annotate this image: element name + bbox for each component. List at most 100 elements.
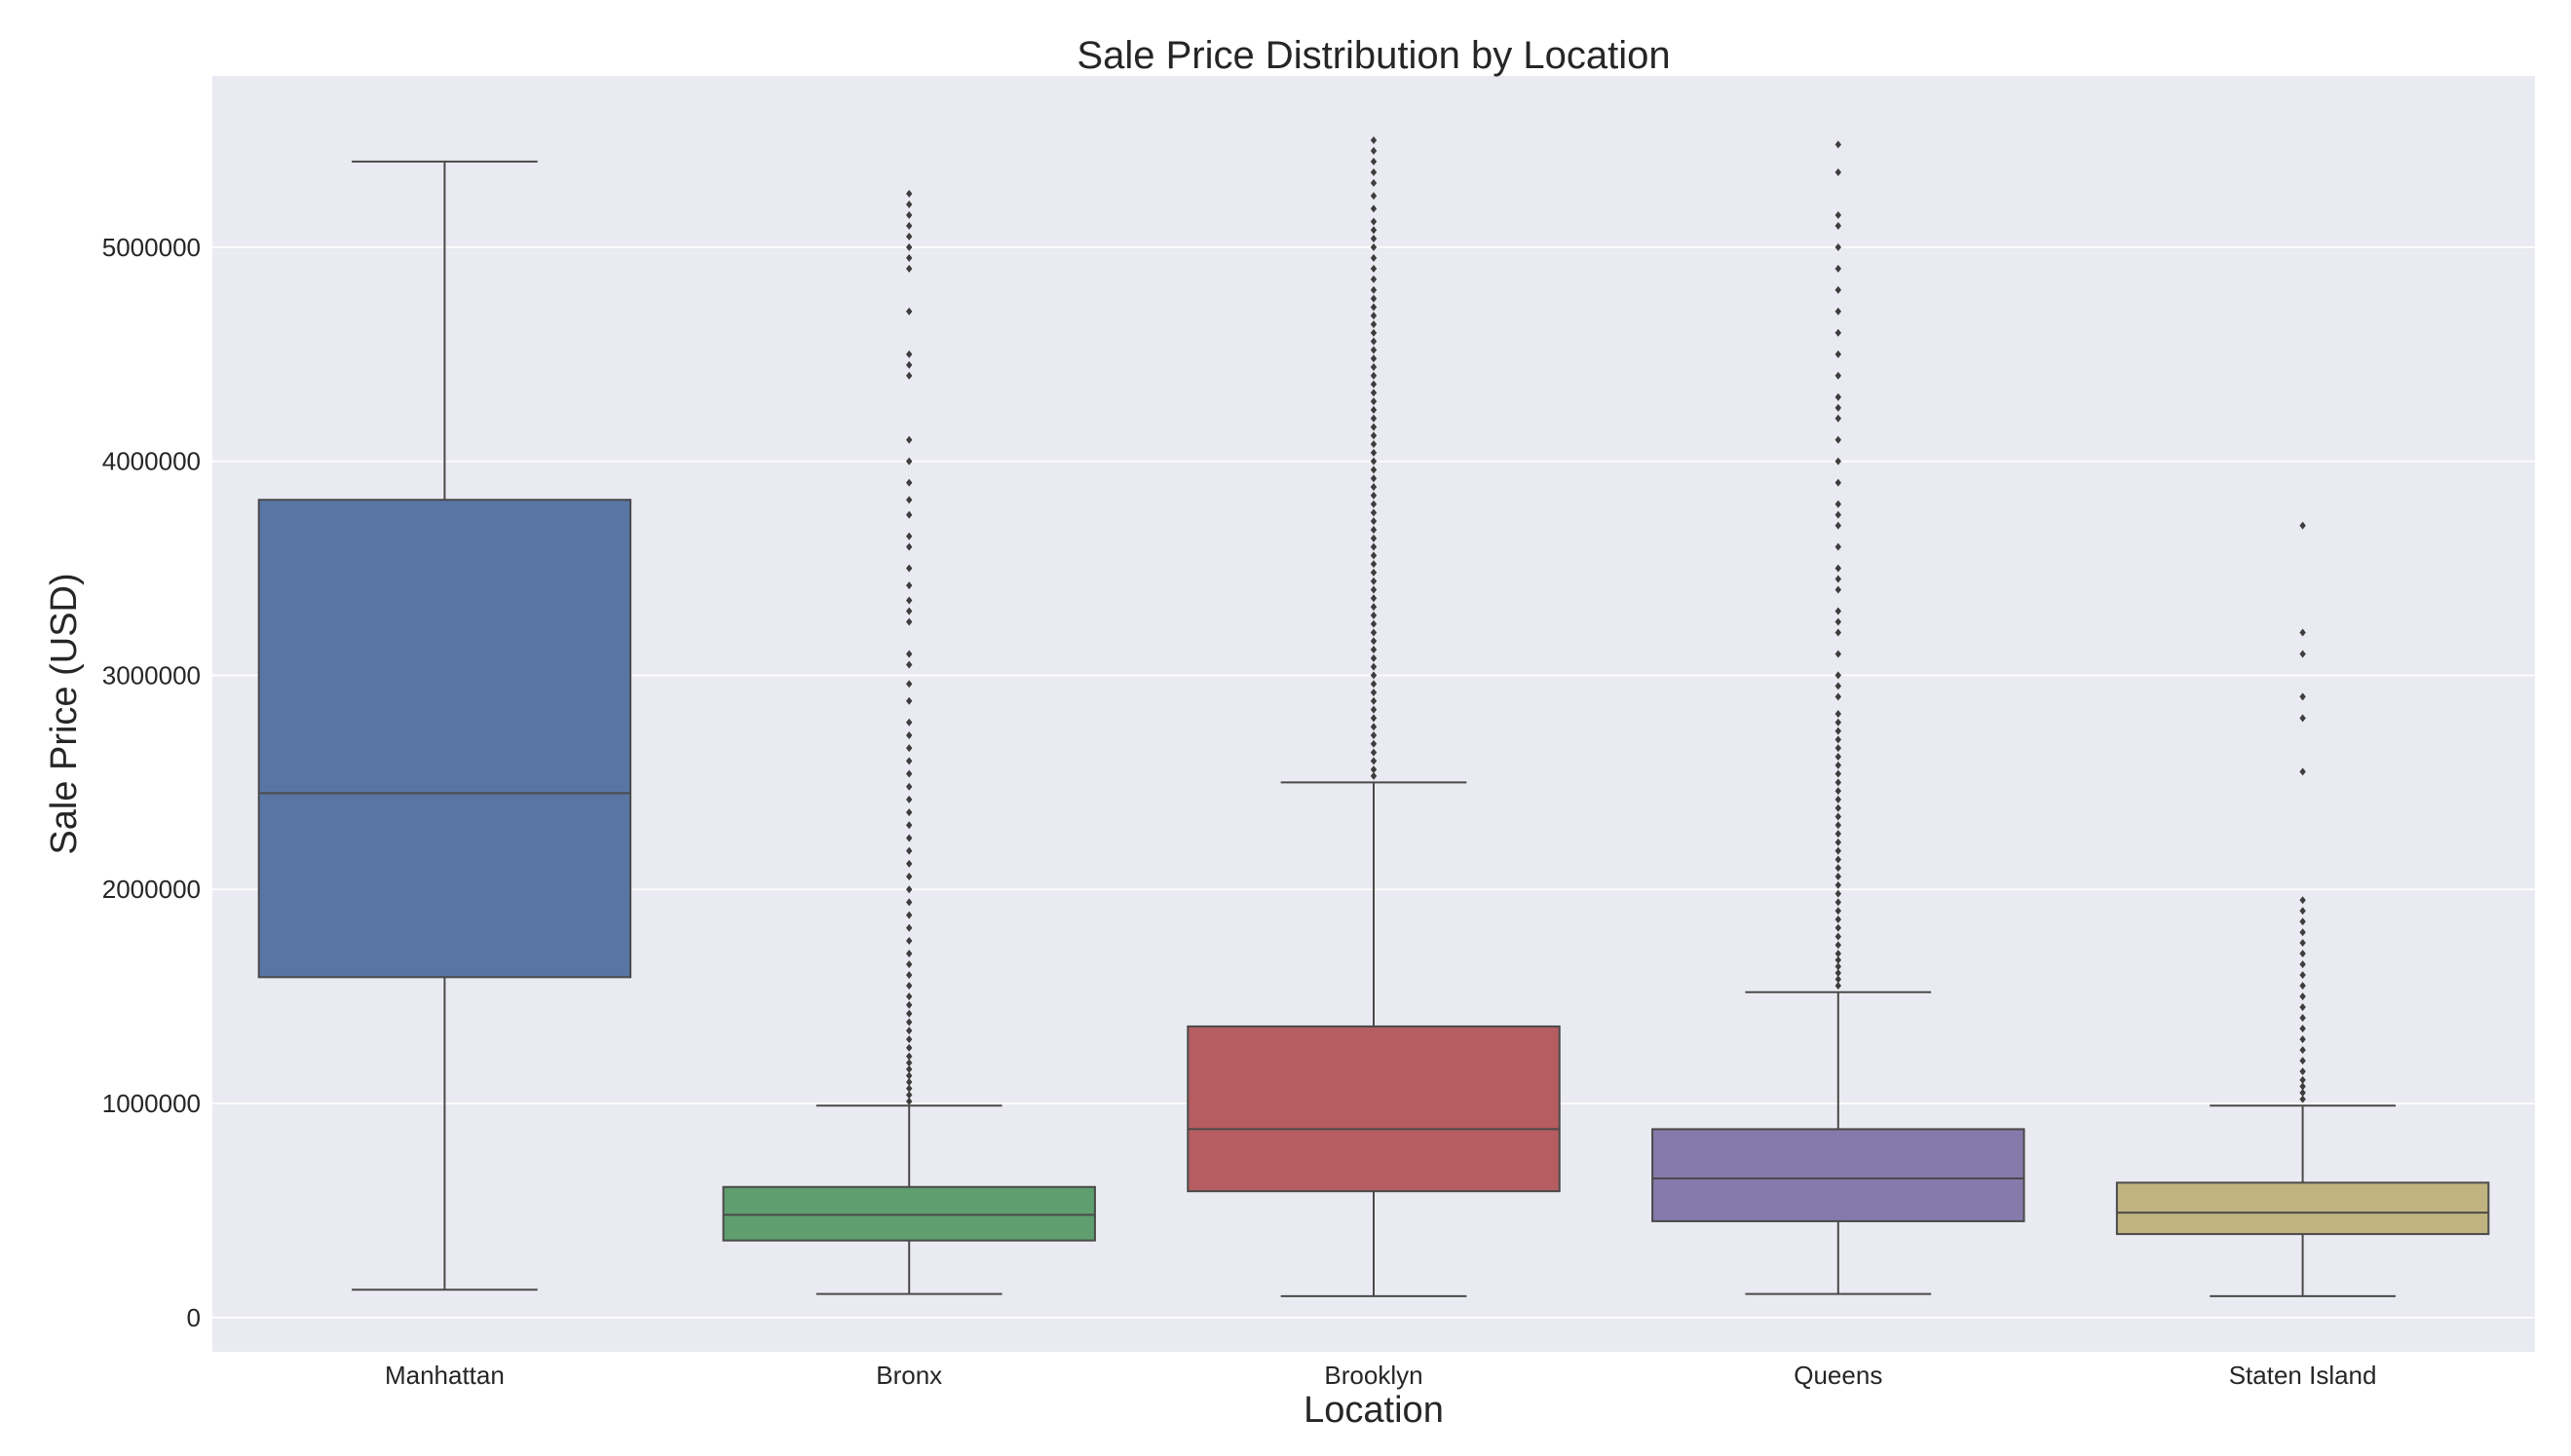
outlier-point (2299, 1025, 2306, 1033)
outlier-point (906, 478, 913, 487)
outlier-point (1370, 217, 1378, 226)
outlier-point (1370, 662, 1378, 671)
outlier-point (1370, 285, 1378, 294)
outlier-point (1370, 739, 1378, 748)
outlier-point (906, 898, 913, 907)
outlier-point (906, 885, 913, 894)
outlier-point (2299, 928, 2306, 937)
outlier-point (2299, 650, 2306, 658)
chart-title: Sale Price Distribution by Location (1077, 34, 1670, 77)
x-tick-label: Brooklyn (1324, 1361, 1422, 1390)
outlier-point (1370, 748, 1378, 757)
x-axis-title: Location (1304, 1390, 1444, 1431)
outlier-point (1370, 680, 1378, 689)
outlier-point (906, 769, 913, 778)
outlier-point (2299, 1075, 2306, 1084)
outlier-point (1834, 628, 1841, 637)
outlier-point (906, 846, 913, 855)
outlier-point (1370, 619, 1378, 628)
outlier-point (906, 564, 913, 573)
outlier-point (1370, 328, 1378, 337)
boxes (257, 135, 2490, 1297)
outlier-point (1834, 873, 1841, 881)
outlier-point (1834, 907, 1841, 915)
outlier-point (1370, 714, 1378, 723)
outlier-point (1370, 730, 1378, 739)
outlier-point (906, 923, 913, 932)
outlier-point (1370, 594, 1378, 603)
outlier-point (1834, 968, 1841, 977)
outlier-point (1370, 168, 1378, 176)
outlier-point (1834, 328, 1841, 337)
outlier-point (2299, 992, 2306, 1001)
outlier-point (906, 1027, 913, 1035)
outlier-point (906, 1018, 913, 1027)
outlier-point (906, 1043, 913, 1052)
outlier-point (906, 264, 913, 273)
outlier-point (2299, 714, 2306, 723)
x-tick-labels: Manhattan Bronx Brooklyn Queens Staten Islan… (385, 1361, 2377, 1390)
outlier-point (1370, 192, 1378, 201)
outlier-point (1370, 135, 1378, 144)
outlier-point (1370, 689, 1378, 697)
outlier-point (906, 457, 913, 466)
iqr-box (2115, 1181, 2490, 1236)
outlier-point (906, 873, 913, 881)
outlier-point (2299, 1082, 2306, 1091)
box-group-staten-island (2115, 521, 2490, 1297)
outlier-point (1834, 846, 1841, 855)
outlier-point (2299, 1095, 2306, 1103)
outlier-point (1834, 510, 1841, 519)
x-tick-label: Manhattan (385, 1361, 505, 1390)
outlier-point (1370, 585, 1378, 594)
outlier-point (1834, 752, 1841, 761)
outlier-point (1834, 923, 1841, 932)
outlier-point (906, 221, 913, 230)
outlier-point (906, 371, 913, 380)
outlier-point (1370, 405, 1378, 414)
box-group-manhattan (257, 160, 632, 1291)
outlier-point (1834, 761, 1841, 769)
outlier-point (1370, 705, 1378, 714)
outlier-point (906, 232, 913, 241)
outlier-point (1370, 423, 1378, 431)
outlier-point (1834, 371, 1841, 380)
outlier-point (2299, 1067, 2306, 1076)
outlier-point (906, 496, 913, 504)
outlier-point (1834, 285, 1841, 294)
outlier-point (906, 680, 913, 689)
outlier-point (1370, 389, 1378, 397)
outlier-point (906, 960, 913, 969)
outlier-point (906, 1084, 913, 1093)
outlier-point (1834, 710, 1841, 718)
outlier-point (1370, 253, 1378, 262)
outlier-point (1834, 585, 1841, 594)
outlier-point (1370, 696, 1378, 705)
outlier-point (1370, 146, 1378, 155)
outlier-point (906, 253, 913, 262)
outlier-point (906, 1091, 913, 1100)
outlier-point (1834, 880, 1841, 889)
outlier-point (906, 982, 913, 990)
outlier-point (1834, 692, 1841, 701)
box-group-bronx (722, 189, 1096, 1295)
outlier-point (1834, 950, 1841, 958)
outlier-point (906, 1052, 913, 1061)
outlier-point (2299, 521, 2306, 530)
outlier-point (906, 795, 913, 803)
outlier-point (1834, 457, 1841, 466)
outlier-point (906, 730, 913, 739)
outlier-point (906, 510, 913, 519)
outlier-point (1834, 803, 1841, 812)
outlier-point (1370, 560, 1378, 569)
outlier-point (906, 1071, 913, 1080)
outlier-point (1370, 397, 1378, 406)
outlier-point (1834, 521, 1841, 530)
outlier-point (1370, 517, 1378, 526)
outlier-point (1370, 603, 1378, 612)
x-tick-label: Staten Island (2229, 1361, 2377, 1390)
y-tick-label: 4000000 (102, 447, 201, 476)
outlier-point (1834, 838, 1841, 846)
outlier-point (1834, 821, 1841, 830)
outlier-point (1370, 319, 1378, 328)
